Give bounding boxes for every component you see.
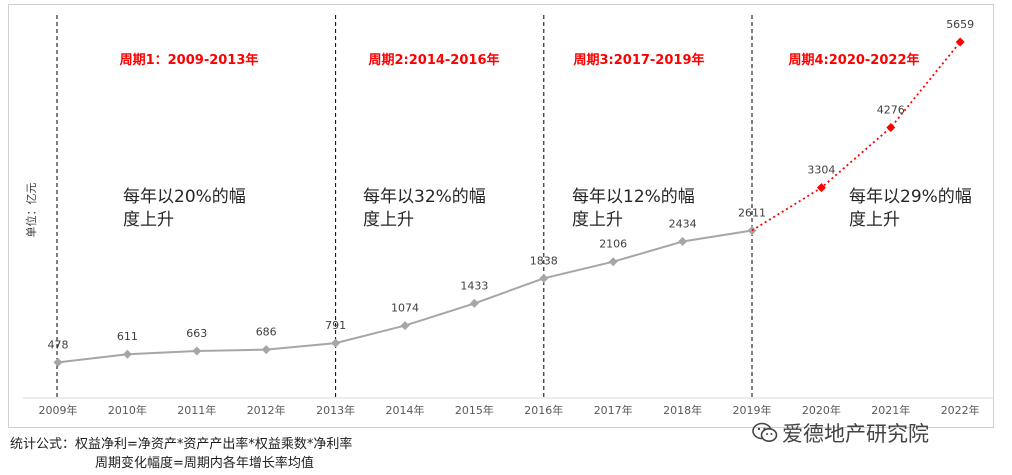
x-tick-label: 2021年 bbox=[871, 403, 910, 417]
watermark-text: 爱德地产研究院 bbox=[782, 422, 929, 446]
period-note: 度上升 bbox=[572, 210, 623, 230]
period-note: 每年以29%的幅 bbox=[849, 187, 972, 207]
data-label: 1433 bbox=[460, 279, 488, 292]
x-tick-label: 2014年 bbox=[386, 403, 425, 417]
data-point bbox=[816, 183, 826, 193]
data-label: 663 bbox=[186, 327, 207, 340]
data-label: 5659 bbox=[946, 18, 974, 31]
chart-frame: 2009年 2010年 2011年 2012年 2013年 2014年 2015年 2016年… bbox=[8, 4, 994, 428]
x-tick-label: 2017年 bbox=[594, 403, 633, 417]
line-chart: 2009年 2010年 2011年 2012年 2013年 2014年 2015年 2016年… bbox=[23, 15, 994, 417]
x-tick-label: 2013年 bbox=[316, 403, 355, 417]
data-label: 1838 bbox=[530, 254, 558, 267]
x-tick-label: 2011年 bbox=[177, 403, 216, 417]
x-tick-label: 2010年 bbox=[108, 403, 147, 417]
data-point bbox=[608, 257, 618, 267]
data-point bbox=[886, 123, 896, 133]
series-line-historical bbox=[57, 229, 753, 364]
data-label: 791 bbox=[325, 319, 346, 332]
x-tick-label: 2020年 bbox=[802, 403, 841, 417]
data-point bbox=[122, 349, 132, 359]
period-note: 度上升 bbox=[363, 210, 414, 230]
x-tick-label: 2022年 bbox=[941, 403, 980, 417]
x-tick-label: 2019年 bbox=[733, 403, 772, 417]
data-label: 686 bbox=[256, 326, 277, 339]
y-axis-label: 单位：亿元 bbox=[24, 183, 38, 238]
formula-text: 统计公式：权益净利=净资产*资产产出率*权益乘数*净利率 bbox=[10, 437, 353, 452]
period-note: 每年以32%的幅 bbox=[363, 187, 486, 207]
data-point bbox=[469, 298, 479, 308]
formula-text-2: 周期变化幅度=周期内各年增长率均值 bbox=[95, 456, 314, 471]
data-point bbox=[53, 357, 63, 367]
series-line-forecast bbox=[751, 41, 961, 232]
period-note: 每年以20%的幅 bbox=[123, 187, 246, 207]
period-note: 度上升 bbox=[123, 210, 174, 230]
period-note: 度上升 bbox=[849, 210, 900, 230]
x-tick-label: 2012年 bbox=[247, 403, 286, 417]
data-point bbox=[331, 338, 341, 348]
data-point bbox=[261, 345, 271, 355]
data-label: 1074 bbox=[391, 302, 419, 315]
period-title: 周期1：2009-2013年 bbox=[120, 52, 259, 68]
data-label: 3304 bbox=[807, 164, 835, 177]
data-point bbox=[955, 37, 965, 47]
data-label: 2434 bbox=[669, 217, 697, 230]
x-tick-label: 2016年 bbox=[524, 403, 563, 417]
period-title: 周期4:2020-2022年 bbox=[788, 52, 919, 68]
data-label: 4276 bbox=[877, 104, 905, 117]
period-title: 周期3:2017-2019年 bbox=[573, 52, 704, 68]
data-point bbox=[400, 321, 410, 331]
data-label: 2611 bbox=[738, 207, 766, 220]
data-label: 611 bbox=[117, 330, 138, 343]
wechat-icon bbox=[752, 422, 778, 442]
data-point bbox=[747, 226, 757, 236]
x-tick-label: 2018年 bbox=[663, 403, 702, 417]
period-note: 每年以12%的幅 bbox=[572, 187, 695, 207]
period-title: 周期2:2014-2016年 bbox=[368, 52, 499, 68]
x-tick-label: 2009年 bbox=[39, 403, 78, 417]
data-point bbox=[192, 346, 202, 356]
data-label: 2106 bbox=[599, 238, 627, 251]
data-point bbox=[678, 236, 688, 246]
data-label: 478 bbox=[48, 338, 69, 351]
x-tick-label: 2015年 bbox=[455, 403, 494, 417]
data-point bbox=[539, 273, 549, 283]
watermark: 爱德地产研究院 bbox=[752, 418, 929, 448]
